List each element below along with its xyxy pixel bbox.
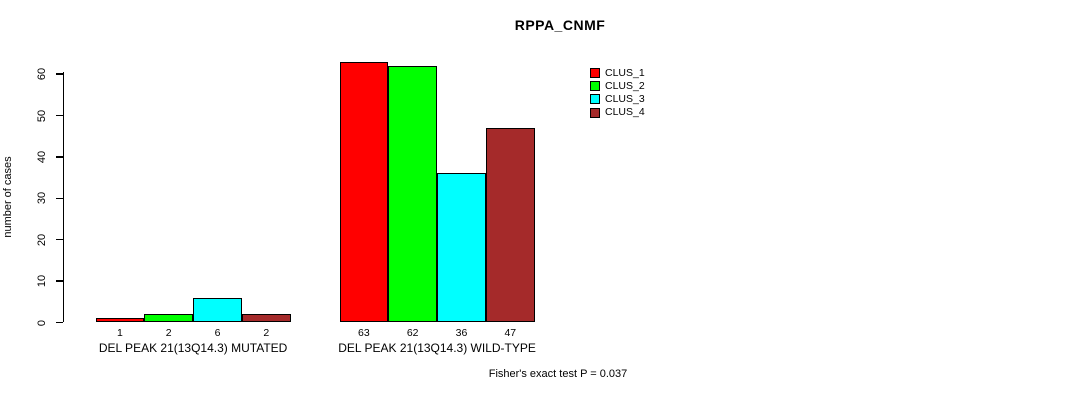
legend-label-clus_2: CLUS_2 <box>605 79 645 92</box>
y-tick-mark <box>56 197 63 199</box>
legend-swatch-clus_3 <box>590 94 600 105</box>
legend-swatch-clus_2 <box>590 81 600 92</box>
bar-value-label: 2 <box>263 327 270 339</box>
legend-label-clus_1: CLUS_1 <box>605 66 645 79</box>
legend-label-clus_4: CLUS_4 <box>605 106 645 119</box>
x-category-label: DEL PEAK 21(13Q14.3) MUTATED <box>98 341 288 355</box>
annotation-text: Fisher's exact test P = 0.037 <box>488 368 628 380</box>
y-tick-mark <box>56 239 63 241</box>
y-tick-label: 60 <box>36 67 48 81</box>
chart-title: RPPA_CNMF <box>514 17 606 33</box>
bar-clus_3-group1 <box>193 297 242 323</box>
legend-swatch-clus_4 <box>590 107 600 118</box>
legend-label-clus_3: CLUS_3 <box>605 92 645 105</box>
y-tick-mark <box>56 156 63 158</box>
y-tick-label: 10 <box>36 274 48 288</box>
y-tick-label: 50 <box>36 109 48 122</box>
y-axis-line <box>63 72 65 322</box>
y-tick-label: 30 <box>36 192 48 205</box>
bar-clus_3-group2 <box>437 173 486 323</box>
y-tick-mark <box>56 73 63 75</box>
bar-value-label: 6 <box>214 327 221 339</box>
y-tick-mark <box>56 280 63 282</box>
y-tick-mark <box>56 114 63 117</box>
bar-value-label: 36 <box>455 327 468 339</box>
bar-value-label: 47 <box>504 327 517 339</box>
bar-clus_1-group1 <box>95 318 145 323</box>
bar-value-label: 2 <box>165 327 172 339</box>
bar-value-label: 1 <box>116 327 123 339</box>
y-tick-label: 0 <box>36 319 48 326</box>
y-tick-label: 40 <box>36 150 48 164</box>
bar-clus_1-group2 <box>339 61 389 323</box>
bar-value-label: 63 <box>358 327 370 339</box>
bar-value-label: 62 <box>406 327 419 339</box>
bar-clus_4-group1 <box>241 314 291 323</box>
bar-clus_2-group1 <box>144 314 194 323</box>
x-category-label: DEL PEAK 21(13Q14.3) WILD-TYPE <box>338 341 536 355</box>
y-tick-label: 20 <box>36 233 48 246</box>
bar-clus_4-group2 <box>485 127 535 323</box>
legend-swatch-clus_1 <box>590 68 600 78</box>
y-axis-label: number of cases <box>2 156 14 238</box>
bar-clus_2-group2 <box>388 65 438 323</box>
y-tick-mark <box>56 321 63 324</box>
